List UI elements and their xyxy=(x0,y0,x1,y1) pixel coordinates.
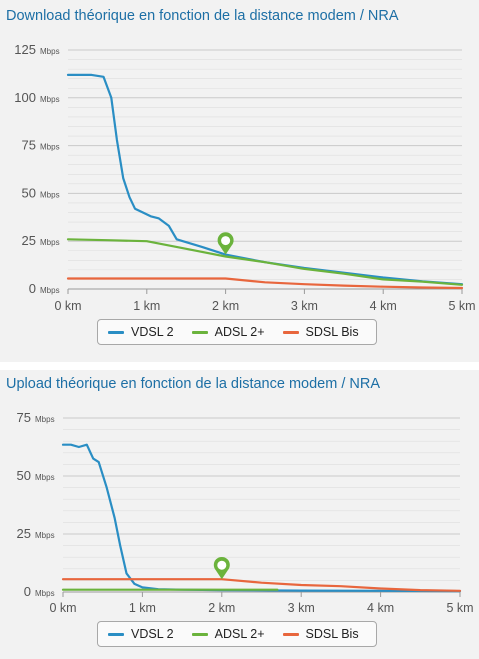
legend-item[interactable]: VDSL 2 xyxy=(108,627,174,641)
legend-item[interactable]: VDSL 2 xyxy=(108,325,174,339)
y-tick-unit: Mbps xyxy=(40,47,60,56)
x-tick-label: 0 km xyxy=(49,601,76,615)
series-line-vdsl-2 xyxy=(61,443,462,593)
y-tick-label: 0 xyxy=(29,281,36,296)
legend-label: VDSL 2 xyxy=(131,325,174,339)
download-chart: 0 Mbps 25 Mbps 50 Mbps 75 Mbps 100 Mbps 125 Mbps 0 k… xyxy=(14,42,475,313)
upload-chart-panel: Upload théorique en fonction de la dista… xyxy=(0,370,479,659)
map-pin-icon xyxy=(217,232,234,255)
legend-label: VDSL 2 xyxy=(131,627,174,641)
y-tick-label: 75 xyxy=(17,410,31,425)
y-tick-unit: Mbps xyxy=(40,95,60,104)
x-tick-label: 3 km xyxy=(288,601,315,615)
y-tick-label: 50 xyxy=(17,468,31,483)
upload-chart: 0 Mbps 25 Mbps 50 Mbps 75 Mbps 0 km 1 km 2 km 3 km 4… xyxy=(17,410,474,615)
legend-item[interactable]: SDSL Bis xyxy=(282,325,359,339)
y-tick-unit: Mbps xyxy=(35,473,55,482)
y-tick-label: 25 xyxy=(17,526,31,541)
y-tick-label: 75 xyxy=(22,138,36,153)
legend-swatch xyxy=(282,330,299,334)
legend-swatch xyxy=(191,330,208,334)
legend-swatch xyxy=(108,632,124,636)
y-tick-unit: Mbps xyxy=(35,589,55,598)
series-line-sdsl-bis xyxy=(66,277,464,290)
x-tick-label: 5 km xyxy=(448,299,475,313)
x-tick-label: 2 km xyxy=(212,299,239,313)
x-tick-label: 0 km xyxy=(54,299,81,313)
y-tick-label: 25 xyxy=(22,233,36,248)
x-tick-label: 4 km xyxy=(370,299,397,313)
y-tick-label: 0 xyxy=(24,584,31,599)
y-tick-unit: Mbps xyxy=(40,238,60,247)
y-tick-label: 125 xyxy=(14,42,36,57)
legend-item[interactable]: ADSL 2+ xyxy=(191,627,265,641)
legend-item[interactable]: ADSL 2+ xyxy=(191,325,265,339)
legend-label: SDSL Bis xyxy=(305,627,359,641)
y-tick-unit: Mbps xyxy=(40,143,60,152)
x-tick-label: 1 km xyxy=(133,299,160,313)
y-tick-unit: Mbps xyxy=(35,415,55,424)
x-tick-label: 3 km xyxy=(291,299,318,313)
legend-swatch xyxy=(191,632,208,636)
chart-title: Download théorique en fonction de la dis… xyxy=(6,8,399,24)
y-tick-unit: Mbps xyxy=(35,531,55,540)
gridlines xyxy=(68,49,462,290)
series-line-vdsl-2 xyxy=(66,73,464,286)
chart-legend: VDSL 2 ADSL 2+ SDSL Bis xyxy=(97,621,377,647)
legend-swatch xyxy=(282,632,299,636)
y-tick-unit: Mbps xyxy=(40,190,60,199)
x-tick-label: 4 km xyxy=(367,601,394,615)
legend-label: ADSL 2+ xyxy=(214,627,265,641)
y-tick-unit: Mbps xyxy=(40,286,60,295)
x-tick-label: 5 km xyxy=(446,601,473,615)
legend-swatch xyxy=(108,330,124,334)
legend-item[interactable]: SDSL Bis xyxy=(282,627,359,641)
chart-title: Upload théorique en fonction de la dista… xyxy=(6,376,380,392)
y-tick-label: 50 xyxy=(22,185,36,200)
map-pin-icon xyxy=(213,556,230,580)
y-tick-label: 100 xyxy=(14,90,36,105)
chart-legend: VDSL 2 ADSL 2+ SDSL Bis xyxy=(97,319,377,345)
legend-label: ADSL 2+ xyxy=(214,325,265,339)
series-line-adsl-2 xyxy=(66,238,464,286)
gridlines xyxy=(63,417,460,593)
legend-label: SDSL Bis xyxy=(305,325,359,339)
download-chart-panel: Download théorique en fonction de la dis… xyxy=(0,0,479,362)
x-tick-label: 1 km xyxy=(129,601,156,615)
series-line-sdsl-bis xyxy=(61,578,462,592)
x-tick-label: 2 km xyxy=(208,601,235,615)
